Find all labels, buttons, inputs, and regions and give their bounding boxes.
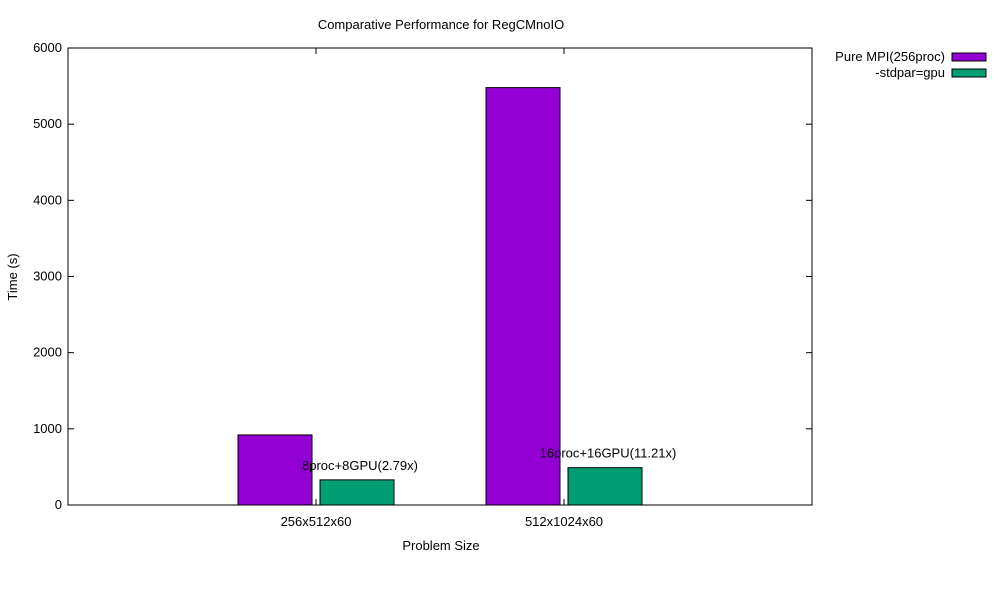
bar (485, 87, 561, 506)
y-tick-label: 4000 (33, 192, 62, 207)
x-axis-label: Problem Size (402, 538, 479, 553)
y-tick-label: 3000 (33, 269, 62, 284)
y-tick-label: 5000 (33, 116, 62, 131)
bar (319, 479, 395, 506)
y-tick-label: 2000 (33, 345, 62, 360)
legend-label: -stdpar=gpu (875, 65, 945, 80)
legend-swatch (951, 68, 987, 78)
x-tick-label: 256x512x60 (281, 514, 352, 529)
legend: Pure MPI(256proc)-stdpar=gpu (835, 49, 987, 80)
bar-annotation: 8proc+8GPU(2.79x) (302, 458, 418, 473)
legend-label: Pure MPI(256proc) (835, 49, 945, 64)
y-axis: 0 1000 2000 3000 4000 5000 6000 (33, 40, 812, 512)
chart-title: Comparative Performance for RegCMnoIO (318, 17, 564, 32)
y-tick-label: 1000 (33, 421, 62, 436)
y-tick-label: 0 (55, 497, 62, 512)
bars (237, 87, 643, 506)
bar (567, 467, 643, 506)
bar-annotation: 16proc+16GPU(11.21x) (540, 446, 677, 461)
legend-swatch (951, 52, 987, 62)
plot-frame (67, 47, 813, 506)
bar (237, 434, 313, 506)
x-axis: 256x512x60 512x1024x60 (281, 48, 603, 529)
annotations: 8proc+8GPU(2.79x) 16proc+16GPU(11.21x) (302, 446, 676, 473)
y-tick-label: 6000 (33, 40, 62, 55)
x-tick-label: 512x1024x60 (525, 514, 603, 529)
y-axis-label: Time (s) (5, 253, 20, 300)
